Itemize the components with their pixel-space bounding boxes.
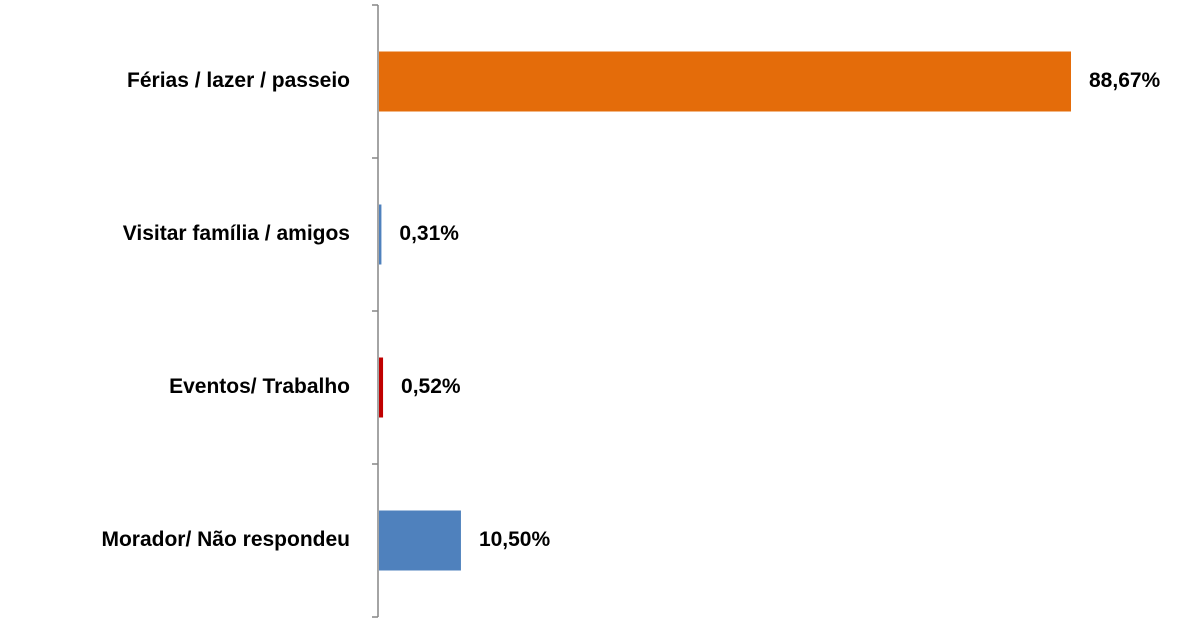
value-label: 0,31% <box>399 222 459 245</box>
value-label: 88,67% <box>1089 69 1161 92</box>
value-label: 10,50% <box>479 528 551 551</box>
value-label: 0,52% <box>401 375 461 398</box>
category-label: Férias / lazer / passeio <box>127 69 350 92</box>
category-label: Morador/ Não respondeu <box>101 528 350 551</box>
category-label: Visitar família / amigos <box>123 222 350 245</box>
bar <box>379 51 1071 112</box>
bar <box>379 204 382 265</box>
bar <box>379 510 461 571</box>
bar <box>379 357 384 418</box>
category-label: Eventos/ Trabalho <box>169 375 350 398</box>
